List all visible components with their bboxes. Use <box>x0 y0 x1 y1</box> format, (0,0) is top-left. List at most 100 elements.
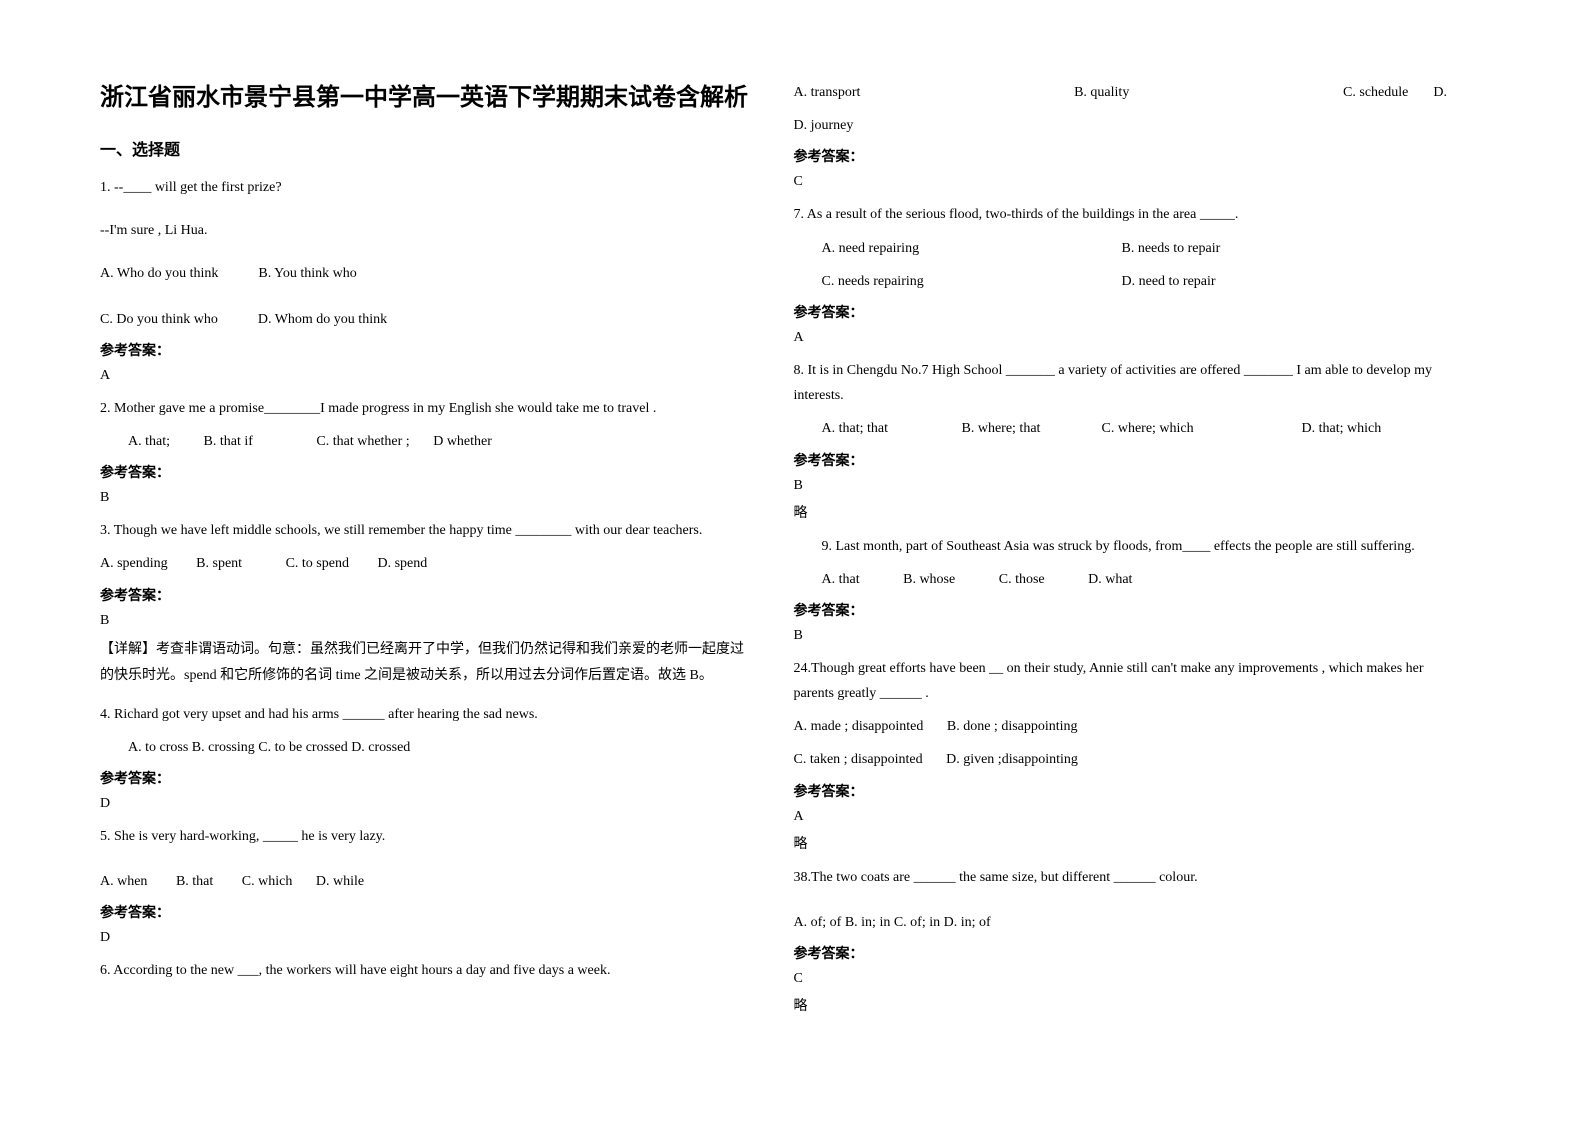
q7-answer-label: 参考答案： <box>794 302 1448 322</box>
q11-answer: C <box>794 971 1448 987</box>
q6-opt-b: B. quality <box>1074 80 1129 105</box>
q3-opt-a: A. spending <box>100 556 168 571</box>
q7-opt-d: D. need to repair <box>1122 269 1216 294</box>
q10-options-row1: A. made ; disappointed B. done ; disappo… <box>794 714 1448 739</box>
q10-opt-b: B. done ; disappointing <box>947 719 1078 734</box>
q5-opt-d: D. while <box>316 874 364 889</box>
q1-opt-a: A. Who do you think <box>100 261 218 286</box>
q9-opt-d: D. what <box>1088 572 1132 587</box>
question-6-start: 6. According to the new ___, the workers… <box>100 958 754 983</box>
q3-text: 3. Though we have left middle schools, w… <box>100 518 754 543</box>
q7-opt-b: B. needs to repair <box>1122 236 1221 261</box>
q6-options-row: A. transport B. quality C. scheduleD. <box>794 80 1448 105</box>
q4-answer: D <box>100 796 754 812</box>
q11-answer-label: 参考答案： <box>794 943 1448 963</box>
q1-opt-b: B. You think who <box>258 261 356 286</box>
q6-opt-a: A. transport <box>794 80 861 105</box>
q10-note: 略 <box>794 833 1448 853</box>
question-1: 1. --____ will get the first prize? --I'… <box>100 175 754 384</box>
q8-note: 略 <box>794 502 1448 522</box>
q11-text: 38.The two coats are ______ the same siz… <box>794 865 1448 890</box>
q11-note: 略 <box>794 995 1448 1015</box>
q6-text: 6. According to the new ___, the workers… <box>100 958 754 983</box>
q7-opt-a: A. need repairing <box>822 236 1122 261</box>
q2-options: A. that; B. that if C. that whether ; D … <box>100 429 754 454</box>
question-5: 5. She is very hard-working, _____ he is… <box>100 824 754 946</box>
q4-options: A. to cross B. crossing C. to be crossed… <box>100 735 754 760</box>
q1-answer: A <box>100 368 754 384</box>
q8-opt-a: A. that; that <box>822 416 962 441</box>
q7-options-row1: A. need repairing B. needs to repair <box>794 236 1448 261</box>
q3-opt-d: D. spend <box>377 556 427 571</box>
q7-opt-c: C. needs repairing <box>822 269 1122 294</box>
q6-opt-d-prefix: D. <box>1433 85 1447 100</box>
q1-line2: --I'm sure , Li Hua. <box>100 218 754 243</box>
q5-answer-label: 参考答案： <box>100 902 754 922</box>
q11-options: A. of; of B. in; in C. of; in D. in; of <box>794 910 1448 935</box>
q6-answer: C <box>794 174 1448 190</box>
question-4: 4. Richard got very upset and had his ar… <box>100 702 754 812</box>
q2-opt-a: A. that; <box>128 434 170 449</box>
q9-opt-b: B. whose <box>903 572 955 587</box>
q3-answer-label: 参考答案： <box>100 585 754 605</box>
question-7: 7. As a result of the serious flood, two… <box>794 202 1448 346</box>
q4-answer-label: 参考答案： <box>100 768 754 788</box>
question-2: 2. Mother gave me a promise________I mad… <box>100 396 754 506</box>
q1-options-row1: A. Who do you think B. You think who <box>100 261 754 286</box>
q5-opt-c: C. which <box>242 874 293 889</box>
section-header: 一、选择题 <box>100 136 754 160</box>
question-11: 38.The two coats are ______ the same siz… <box>794 865 1448 1015</box>
q8-answer: B <box>794 478 1448 494</box>
q6-opt-d: D. journey <box>794 113 1448 138</box>
q2-text: 2. Mother gave me a promise________I mad… <box>100 396 754 421</box>
right-column: A. transport B. quality C. scheduleD. D.… <box>794 80 1488 1042</box>
q3-opt-c: C. to spend <box>286 556 349 571</box>
q8-opt-d: D. that; which <box>1302 416 1382 441</box>
q3-options: A. spending B. spent C. to spend D. spen… <box>100 551 754 576</box>
question-6-continued: A. transport B. quality C. scheduleD. D.… <box>794 80 1448 190</box>
q10-options-row2: C. taken ; disappointed D. given ;disapp… <box>794 747 1448 772</box>
exam-title: 浙江省丽水市景宁县第一中学高一英语下学期期末试卷含解析 <box>100 80 754 116</box>
q2-answer-label: 参考答案： <box>100 462 754 482</box>
q5-opt-b: B. that <box>176 874 213 889</box>
question-8: 8. It is in Chengdu No.7 High School ___… <box>794 358 1448 522</box>
q9-opt-c: C. those <box>999 572 1045 587</box>
q8-opt-c: C. where; which <box>1102 416 1302 441</box>
left-column: 浙江省丽水市景宁县第一中学高一英语下学期期末试卷含解析 一、选择题 1. --_… <box>100 80 794 1042</box>
q8-answer-label: 参考答案： <box>794 450 1448 470</box>
q1-line1: 1. --____ will get the first prize? <box>100 175 754 200</box>
q1-answer-label: 参考答案： <box>100 340 754 360</box>
question-3: 3. Though we have left middle schools, w… <box>100 518 754 690</box>
q2-opt-b: B. that if <box>204 434 253 449</box>
q2-opt-d: D whether <box>433 434 492 449</box>
q10-answer-label: 参考答案： <box>794 781 1448 801</box>
q9-answer-label: 参考答案： <box>794 600 1448 620</box>
q1-options-row2: C. Do you think who D. Whom do you think <box>100 307 754 332</box>
question-9: 9. Last month, part of Southeast Asia wa… <box>794 534 1448 644</box>
q2-opt-c: C. that whether ; <box>316 434 409 449</box>
q8-opt-b: B. where; that <box>962 416 1102 441</box>
q4-text: 4. Richard got very upset and had his ar… <box>100 702 754 727</box>
q10-answer: A <box>794 809 1448 825</box>
q10-opt-a: A. made ; disappointed <box>794 719 924 734</box>
question-10: 24.Though great efforts have been __ on … <box>794 656 1448 853</box>
q7-answer: A <box>794 330 1448 346</box>
q7-options-row2: C. needs repairing D. need to repair <box>794 269 1448 294</box>
q9-options: A. that B. whose C. those D. what <box>794 567 1448 592</box>
q5-answer: D <box>100 930 754 946</box>
q5-options: A. when B. that C. which D. while <box>100 869 754 894</box>
q3-opt-b: B. spent <box>196 556 242 571</box>
q6-answer-label: 参考答案： <box>794 146 1448 166</box>
q5-opt-a: A. when <box>100 874 147 889</box>
q10-opt-d: D. given ;disappointing <box>946 752 1078 767</box>
q10-text: 24.Though great efforts have been __ on … <box>794 656 1448 706</box>
q10-opt-c: C. taken ; disappointed <box>794 752 923 767</box>
q3-explanation: 【详解】考查非谓语动词。句意：虽然我们已经离开了中学，但我们仍然记得和我们亲爱的… <box>100 637 754 690</box>
q8-text: 8. It is in Chengdu No.7 High School ___… <box>794 358 1448 408</box>
q1-opt-d: D. Whom do you think <box>258 307 387 332</box>
q7-text: 7. As a result of the serious flood, two… <box>794 202 1448 227</box>
q9-answer: B <box>794 628 1448 644</box>
q9-opt-a: A. that <box>822 572 860 587</box>
q1-opt-c: C. Do you think who <box>100 307 218 332</box>
q8-options: A. that; that B. where; that C. where; w… <box>794 416 1448 441</box>
